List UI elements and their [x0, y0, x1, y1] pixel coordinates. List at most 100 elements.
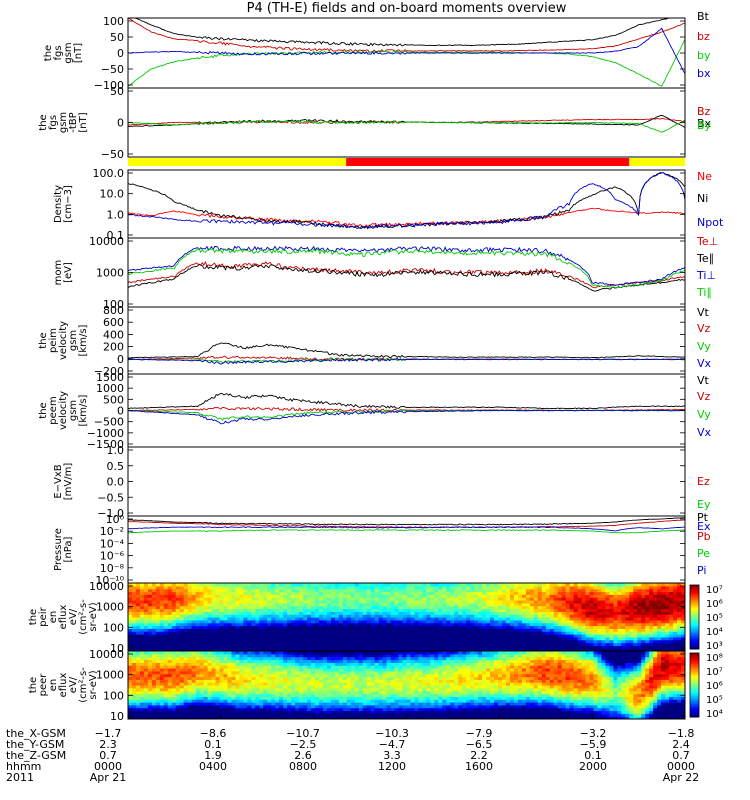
- y-axis-label: gsm: [58, 112, 69, 133]
- spectrogram-cell: [641, 614, 646, 618]
- spectrogram-cell: [649, 591, 654, 595]
- spectrogram-cell: [295, 716, 300, 719]
- colorbar-swatch: [690, 623, 699, 626]
- spectrogram-cell: [462, 585, 467, 590]
- spectrogram-cell: [167, 645, 173, 649]
- spectrogram-cell: [334, 673, 340, 678]
- spectrogram-cell: [322, 656, 328, 661]
- spectrogram-cell: [438, 619, 443, 624]
- spectrogram-cell: [135, 679, 141, 683]
- spectrogram-cell: [163, 668, 169, 672]
- colorbar-swatch: [690, 618, 699, 621]
- spectrogram-cell: [577, 636, 583, 641]
- spectrogram-cell: [362, 639, 368, 644]
- spectrogram-cell: [330, 636, 336, 641]
- spectrogram-cell: [565, 617, 571, 621]
- spectrogram-cell: [199, 631, 205, 635]
- spectrogram-cell: [207, 696, 213, 700]
- spectrogram-cell: [128, 585, 133, 590]
- spectrogram-cell: [195, 656, 201, 661]
- spectrogram-cell: [442, 631, 447, 635]
- spectrogram-cell: [334, 639, 340, 644]
- spectrogram-cell: [263, 591, 268, 595]
- spectrogram-cell: [573, 597, 579, 601]
- spectrogram-cell: [613, 642, 618, 646]
- spectrogram-cell: [251, 668, 256, 672]
- spectrogram-cell: [179, 707, 185, 712]
- spectrogram-cell: [617, 648, 622, 651]
- spectrogram-cell: [394, 611, 400, 615]
- spectrogram-cell: [283, 617, 288, 621]
- spectrogram-cell: [207, 710, 213, 714]
- spectrogram-cell: [326, 622, 332, 627]
- spectrogram-cell: [128, 639, 133, 644]
- spectrogram-cell: [665, 611, 670, 615]
- spectrogram-cell: [239, 704, 244, 709]
- spectrogram-cell: [557, 636, 563, 641]
- spectrogram-cell: [402, 634, 408, 638]
- spectrogram-cell: [545, 628, 551, 632]
- spectrogram-cell: [597, 619, 603, 624]
- spectrogram-cell: [322, 585, 328, 590]
- spectrogram-cell: [533, 634, 539, 638]
- spectrogram-cell: [561, 611, 567, 615]
- spectrogram-cell: [541, 594, 547, 598]
- spectrogram-cell: [338, 696, 344, 700]
- spectrogram-cell: [649, 597, 654, 601]
- spectrogram-cell: [287, 611, 292, 615]
- spectrogram-cell: [255, 600, 260, 604]
- spectrogram-cell: [191, 591, 197, 595]
- spectrogram-cell: [303, 602, 308, 607]
- spectrogram-cell: [593, 602, 599, 607]
- spectrogram-cell: [633, 645, 638, 649]
- spectrogram-cell: [322, 602, 328, 607]
- spectrogram-cell: [326, 665, 332, 669]
- spectrogram-cell: [139, 617, 145, 621]
- spectrogram-cell: [338, 704, 344, 709]
- spectrogram-cell: [470, 605, 475, 610]
- spectrogram-cell: [334, 651, 340, 655]
- spectrogram-cell: [223, 673, 229, 678]
- spectrogram-cell: [295, 617, 300, 621]
- spectrogram-cell: [231, 622, 237, 627]
- spectrogram-cell: [362, 645, 368, 649]
- spectrogram-cell: [649, 639, 654, 644]
- spectrogram-cell: [199, 653, 205, 658]
- spectrogram-cell: [175, 679, 181, 683]
- spectrogram-cell: [187, 653, 193, 658]
- spectrogram-cell: [211, 665, 217, 669]
- spectrogram-cell: [259, 642, 264, 646]
- spectrogram-cell: [187, 639, 193, 644]
- spectrogram-cell: [151, 602, 157, 607]
- spectrogram-cell: [311, 594, 316, 598]
- spectrogram-cell: [330, 591, 336, 595]
- spectrogram-cell: [342, 614, 348, 618]
- colorbar-swatch: [690, 604, 699, 607]
- spectrogram-cell: [163, 696, 169, 700]
- spectrogram-cell: [478, 588, 483, 593]
- spectrogram-cell: [549, 602, 555, 607]
- spectrogram-cell: [191, 631, 197, 635]
- spectrogram-cell: [402, 636, 408, 641]
- spectrogram-cell: [311, 608, 316, 612]
- spectrogram-cell: [255, 619, 260, 624]
- spectrogram-cell: [135, 707, 141, 712]
- spectrogram-cell: [398, 617, 404, 621]
- spectrogram-cell: [494, 645, 499, 649]
- spectrogram-cell: [525, 645, 531, 649]
- spectrogram-cell: [529, 617, 535, 621]
- spectrogram-cell: [334, 713, 340, 717]
- spectrogram-cell: [147, 594, 153, 598]
- spectrogram-cell: [271, 662, 276, 666]
- spectrogram-cell: [537, 625, 543, 629]
- spectrogram-cell: [637, 583, 642, 587]
- spectrogram-cell: [470, 648, 475, 651]
- spectrogram-cell: [398, 608, 404, 612]
- spectrogram-cell: [466, 639, 471, 644]
- spectrogram-cell: [243, 685, 248, 689]
- spectrogram-cell: [191, 673, 197, 678]
- legend-entry: Vz: [697, 390, 711, 403]
- spectrogram-cell: [275, 645, 280, 649]
- series-line-Pi: [128, 526, 685, 532]
- spectrogram-cell: [370, 619, 376, 624]
